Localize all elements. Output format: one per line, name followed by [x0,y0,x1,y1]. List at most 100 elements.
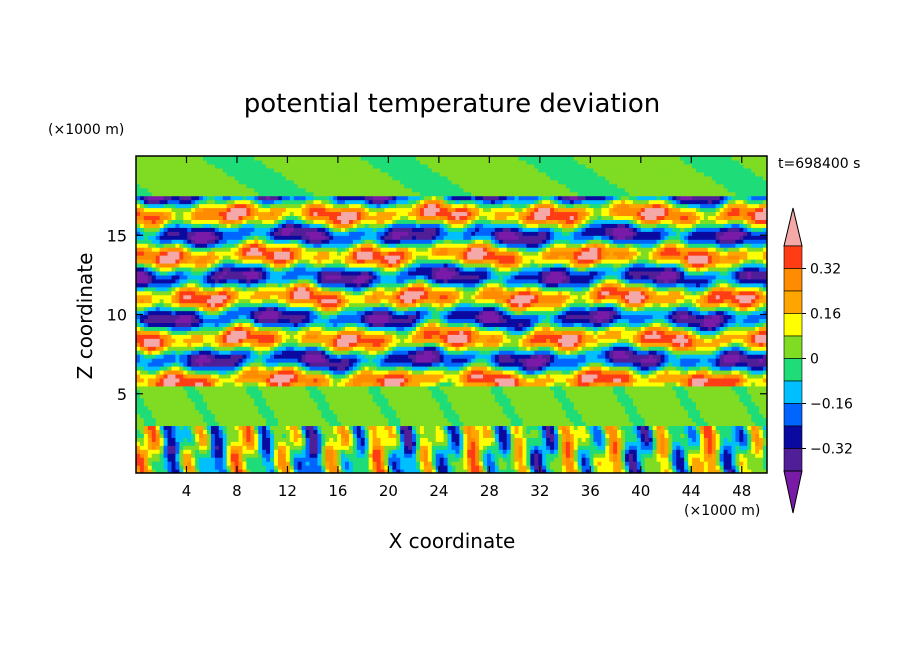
field-cell [206,259,212,264]
field-cell [352,219,358,224]
field-cell [348,401,354,407]
field-cell [266,330,271,335]
field-cell [285,409,291,415]
field-cell [195,163,200,169]
field-cell [352,215,358,220]
field-cell [270,270,275,276]
field-cell [171,457,177,462]
field-cell [258,306,263,312]
field-cell [167,191,173,197]
field-cell [297,381,303,387]
field-cell [206,266,212,272]
field-cell [297,366,303,371]
field-cell [195,377,200,383]
field-cell [297,195,303,201]
field-cell [191,191,196,197]
field-cell [250,195,255,201]
field-cell [222,425,228,431]
field-cell [199,306,204,312]
field-cell [183,156,188,161]
field-cell [274,187,279,193]
field-cell [262,326,267,331]
field-cell [183,322,188,327]
field-cell [317,334,322,339]
field-cell [348,231,354,236]
field-cell [191,421,196,427]
field-cell [226,175,232,181]
field-cell [345,215,350,220]
field-cell [242,377,248,383]
field-cell [242,342,248,347]
field-cell [364,191,370,197]
field-cell [266,231,271,236]
field-cell [285,243,291,248]
field-cell [151,413,157,419]
field-cell [372,409,378,415]
field-cell [151,369,157,375]
field-cell [364,362,370,367]
field-cell [281,314,287,320]
field-cell [293,306,299,312]
field-cell [333,417,338,423]
field-cell [348,373,354,379]
field-cell [262,159,267,165]
field-cell [321,397,326,403]
field-cell [348,247,354,252]
field-cell [214,326,220,331]
field-cell [341,393,346,399]
field-cell [258,298,263,304]
field-cell [305,413,311,419]
field-cell [333,369,338,375]
field-cell [136,306,141,312]
field-cell [226,199,232,205]
field-cell [352,159,358,165]
field-cell [187,175,192,181]
field-cell [214,366,220,371]
field-cell [356,413,362,419]
field-cell [226,255,232,260]
field-cell [199,425,204,431]
field-cell [348,433,354,438]
field-cell [277,465,283,470]
field-cell [187,421,192,427]
field-cell [136,346,141,351]
field-cell [301,207,307,213]
field-cell [329,314,334,320]
field-cell [325,453,330,458]
field-cell [171,286,177,292]
field-cell [356,274,362,280]
field-cell [274,425,279,431]
field-cell [254,171,259,177]
field-cell [333,389,338,395]
field-cell [337,310,342,316]
field-cell [143,425,149,431]
field-cell [155,203,161,209]
field-cell [183,259,188,264]
field-cell [210,274,216,280]
field-cell [325,167,330,173]
field-cell [309,417,315,423]
field-cell [258,262,263,268]
field-cell [238,231,244,236]
field-cell [293,163,299,169]
field-cell [281,385,287,391]
field-cell [136,369,141,375]
field-cell [301,334,307,339]
field-cell [329,393,334,399]
field-cell [277,219,283,224]
field-cell [222,318,228,324]
field-cell [297,441,303,446]
field-cell [159,425,165,431]
field-cell [246,433,251,438]
field-cell [195,330,200,335]
field-cell [258,366,263,371]
field-cell [210,183,216,189]
field-cell [313,322,319,327]
field-cell [293,227,299,232]
field-cell [234,457,240,462]
field-cell [345,179,350,185]
field-cell [214,465,220,470]
field-cell [325,282,330,288]
field-cell [163,310,169,316]
field-cell [281,326,287,331]
